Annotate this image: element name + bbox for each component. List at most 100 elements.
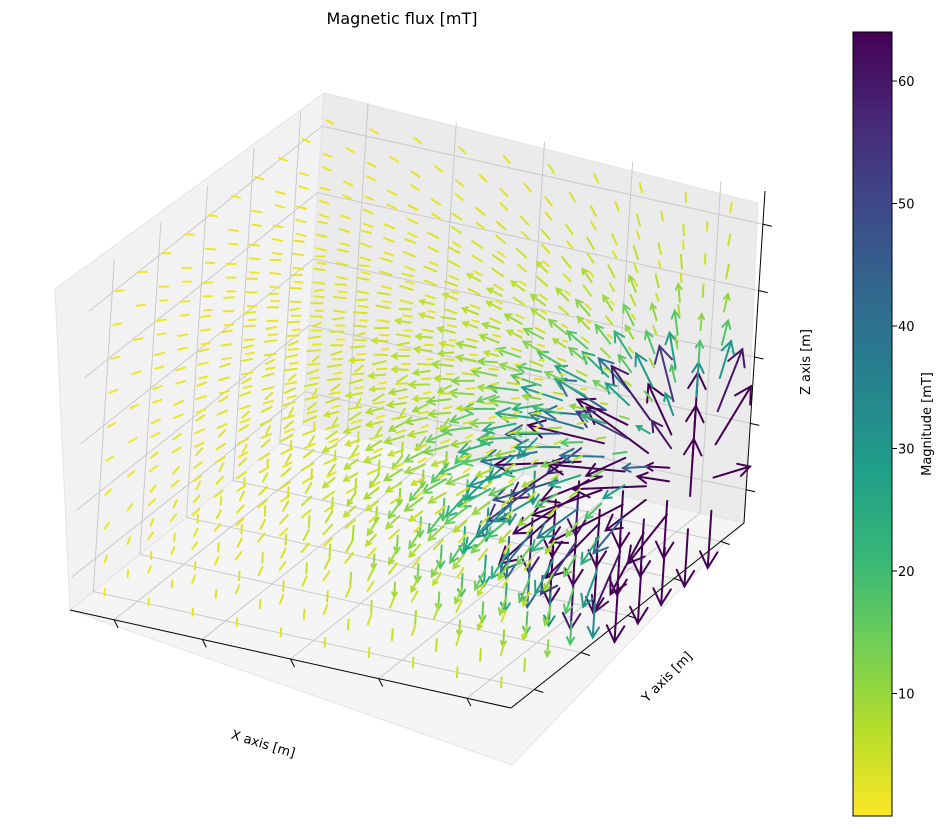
quiver-arrow <box>215 476 224 485</box>
arrow-head <box>548 526 570 544</box>
quiver-arrow <box>380 348 390 351</box>
quiver-arrow <box>620 462 649 473</box>
arrow-shaft <box>544 196 553 207</box>
arrow-shaft <box>550 473 560 481</box>
arrow-head <box>436 350 445 357</box>
arrow-shaft <box>278 560 287 571</box>
quiver-arrow <box>234 551 243 561</box>
arrow-shaft <box>272 252 283 256</box>
arrow-shaft <box>322 537 333 548</box>
quiver-arrow <box>551 338 567 349</box>
arrow-shaft <box>523 558 533 572</box>
arrow-shaft <box>216 509 222 519</box>
arrow-shaft <box>554 365 587 383</box>
quiver-arrow <box>703 252 707 265</box>
arrow-shaft <box>149 551 153 560</box>
quiver-arrow <box>289 307 301 312</box>
quiver-arrow <box>313 295 325 299</box>
quiver-arrow <box>415 490 425 499</box>
arrow-shaft <box>475 468 493 477</box>
arrow-shaft <box>219 495 223 506</box>
arrow-shaft <box>325 424 340 430</box>
arrow-shaft <box>446 259 460 268</box>
quiver-arrow <box>173 532 176 542</box>
quiver-arrow <box>499 187 509 198</box>
arrow-shaft <box>467 287 481 296</box>
arrow-head <box>610 364 630 386</box>
arrow-shaft <box>372 400 386 405</box>
arrow-head <box>410 585 417 594</box>
arrow-shaft <box>458 533 467 544</box>
arrow-shaft <box>440 316 457 321</box>
arrow-head <box>521 599 529 608</box>
arrow-head <box>342 426 352 434</box>
arrow-shaft <box>680 253 683 270</box>
quiver-arrow <box>580 569 598 609</box>
quiver-arrow <box>523 182 532 193</box>
quiver-arrow <box>195 480 202 491</box>
arrow-head <box>406 430 416 438</box>
arrow-shaft <box>455 666 459 679</box>
arrow-shaft <box>403 251 416 258</box>
x-axis-tick <box>201 639 207 648</box>
arrow-head <box>567 346 578 357</box>
arrow-head <box>542 617 551 627</box>
quiver-arrow <box>414 333 433 341</box>
quiver-arrow <box>279 480 291 490</box>
quiver-arrow <box>304 481 313 494</box>
arrow-shaft <box>367 547 377 558</box>
quiver-arrow <box>432 374 454 383</box>
arrow-shaft <box>542 260 550 268</box>
quiver-arrow <box>241 377 252 384</box>
quiver-arrow <box>306 368 320 375</box>
arrow-shaft <box>411 557 421 568</box>
quiver-arrow <box>302 608 306 620</box>
arrow-shaft <box>477 614 484 631</box>
arrow-shaft <box>635 425 651 435</box>
quiver-arrow <box>675 528 696 589</box>
arrow-shaft <box>569 620 573 645</box>
quiver-arrow <box>342 505 357 518</box>
quiver-arrow <box>530 458 539 465</box>
quiver-arrow <box>525 444 539 451</box>
quiver-arrow <box>281 400 296 407</box>
quiver-arrow <box>126 536 132 545</box>
quiver-arrow <box>608 282 616 292</box>
quiver-arrow <box>565 330 589 350</box>
quiver-arrow <box>311 355 320 363</box>
arrow-head <box>521 340 533 350</box>
quiver-arrow <box>213 522 222 532</box>
floor-gridline <box>139 554 582 653</box>
arrow-shaft <box>191 574 197 584</box>
quiver-arrow <box>646 382 673 436</box>
arrow-shaft <box>379 270 393 276</box>
arrow-shaft <box>302 448 315 459</box>
quiver-arrow <box>149 551 153 560</box>
arrow-shaft <box>345 147 356 154</box>
quiver-arrow <box>128 436 138 444</box>
quiver-arrow <box>243 324 256 328</box>
arrow-shaft <box>267 292 280 296</box>
arrow-shaft <box>264 358 276 365</box>
arrow-shaft <box>515 313 525 320</box>
arrow-shaft <box>561 256 572 269</box>
quiver-arrow <box>562 339 569 343</box>
quiver-arrow <box>543 572 554 592</box>
arrow-shaft <box>502 464 538 475</box>
quiver-arrow <box>542 260 550 268</box>
arrow-head <box>520 481 529 488</box>
arrow-shaft <box>552 338 567 349</box>
quiver-arrow <box>170 546 176 556</box>
quiver-arrow <box>720 318 732 346</box>
quiver-arrow <box>259 419 273 426</box>
quiver-arrow <box>159 299 169 302</box>
arrow-shaft <box>398 348 411 352</box>
arrow-shaft <box>331 416 339 428</box>
quiver-arrow <box>339 227 351 234</box>
arrow-shaft <box>328 437 339 444</box>
quiver-arrow <box>289 287 303 290</box>
quiver-arrow <box>170 513 178 522</box>
quiver-arrow <box>488 415 497 420</box>
arrow-shaft <box>152 385 163 391</box>
arrow-shaft <box>568 191 576 203</box>
